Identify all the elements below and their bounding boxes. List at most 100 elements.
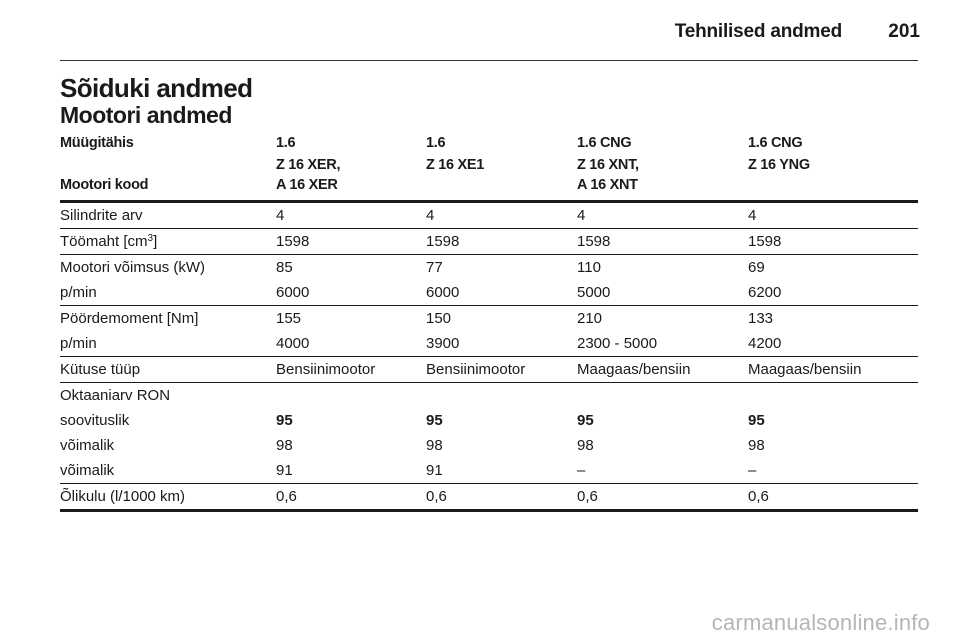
table-row: soovituslik 95 95 95 95 <box>60 408 918 433</box>
table-cell: 150 <box>426 310 452 327</box>
row-label-text: Töömaht [cm <box>60 233 148 250</box>
table-row: võimalik 98 98 98 98 <box>60 433 918 458</box>
header-cell-code-label: Mootori kood <box>60 177 149 193</box>
row-label: Töömaht [cm3] <box>60 233 157 251</box>
table-cell: 1598 <box>426 233 460 250</box>
table-cell: 1598 <box>276 233 310 250</box>
table-cell: 98 <box>276 437 293 454</box>
table-cell: 0,6 <box>276 488 297 505</box>
table-divider <box>60 254 918 255</box>
table-cell: 95 <box>577 412 594 429</box>
table-cell: – <box>748 462 757 479</box>
header-cell: 1.6 <box>276 135 296 151</box>
table-cell: 95 <box>748 412 765 429</box>
table-cell: 91 <box>276 462 293 479</box>
table-divider <box>60 228 918 229</box>
header-cell: A 16 XNT <box>577 177 638 193</box>
table-cell: 6000 <box>426 284 460 301</box>
table-cell: 98 <box>748 437 765 454</box>
table-cell: 95 <box>426 412 443 429</box>
table-cell: Maagaas/bensiin <box>577 361 691 378</box>
table-divider <box>60 305 918 306</box>
table-cell: 5000 <box>577 284 611 301</box>
row-label: Pöördemoment [Nm] <box>60 310 199 327</box>
table-header-code-row: Mootori kood Z 16 XER, A 16 XER Z 16 XE1… <box>60 154 918 200</box>
table-bottom-rule <box>60 509 918 512</box>
table-row: Oktaaniarv RON <box>60 383 918 408</box>
table-cell: 98 <box>426 437 443 454</box>
row-label: Silindrite arv <box>60 207 143 224</box>
table-row: Kütuse tüüp Bensiinimootor Bensiinimooto… <box>60 357 918 382</box>
table-row: Töömaht [cm3] 1598 1598 1598 1598 <box>60 229 918 254</box>
table-cell: 4 <box>276 207 285 224</box>
table-cell: 1598 <box>577 233 611 250</box>
row-label: p/min <box>60 335 97 352</box>
header-cell: Z 16 XNT, <box>577 157 639 173</box>
table-cell: 110 <box>577 259 601 276</box>
table-cell: 4 <box>748 207 757 224</box>
header-cell: 1.6 <box>426 135 446 151</box>
row-label: Õlikulu (l/1000 km) <box>60 488 186 505</box>
row-label: p/min <box>60 284 97 301</box>
table-cell: 0,6 <box>426 488 447 505</box>
header-cell: A 16 XER <box>276 177 338 193</box>
unit-superscript: 3 <box>147 233 154 244</box>
row-label: võimalik <box>60 437 115 454</box>
table-row: võimalik 91 91 – – <box>60 458 918 483</box>
table-cell: 69 <box>748 259 765 276</box>
table-row: Mootori võimsus (kW) 85 77 110 69 <box>60 255 918 280</box>
table-cell: 85 <box>276 259 293 276</box>
table-cell: 98 <box>577 437 594 454</box>
table-row: p/min 4000 3900 2300 - 5000 4200 <box>60 331 918 356</box>
engine-data-table: Müügitähis 1.6 1.6 1.6 CNG 1.6 CNG Mooto… <box>60 128 918 512</box>
table-cell: Maagaas/bensiin <box>748 361 862 378</box>
row-label: soovituslik <box>60 412 130 429</box>
table-divider <box>60 483 918 484</box>
table-row: Silindrite arv 4 4 4 4 <box>60 203 918 228</box>
table-cell: 91 <box>426 462 443 479</box>
table-cell: 0,6 <box>748 488 769 505</box>
page-header: Tehnilised andmed 201 <box>0 0 960 62</box>
header-cell-model-label: Müügitähis <box>60 135 134 151</box>
table-row: p/min 6000 6000 5000 6200 <box>60 280 918 305</box>
header-cell: 1.6 CNG <box>577 135 632 151</box>
table-row: Pöördemoment [Nm] 155 150 210 133 <box>60 306 918 331</box>
subsection-title: Mootori andmed <box>60 102 232 128</box>
row-label: Mootori võimsus (kW) <box>60 259 206 276</box>
table-divider <box>60 356 918 357</box>
section-title: Sõiduki andmed <box>60 73 253 103</box>
row-label: võimalik <box>60 462 115 479</box>
table-cell: 4 <box>426 207 435 224</box>
table-cell: 95 <box>276 412 293 429</box>
header-divider <box>60 60 918 61</box>
table-cell: 77 <box>426 259 443 276</box>
table-cell: 0,6 <box>577 488 598 505</box>
table-cell: 6000 <box>276 284 310 301</box>
table-cell: Bensiinimootor <box>426 361 526 378</box>
table-cell: 4 <box>577 207 586 224</box>
page-number: 201 <box>888 21 920 42</box>
row-label: Oktaaniarv RON <box>60 387 171 404</box>
table-cell: 2300 - 5000 <box>577 335 658 352</box>
watermark: carmanualsonline.info <box>711 610 930 635</box>
row-label: Kütuse tüüp <box>60 361 141 378</box>
table-divider <box>60 382 918 383</box>
table-row: Õlikulu (l/1000 km) 0,6 0,6 0,6 0,6 <box>60 484 918 509</box>
header-title: Tehnilised andmed <box>674 21 842 42</box>
row-label-end: ] <box>153 233 158 250</box>
header-cell: Z 16 XER, <box>276 157 341 173</box>
header-cell: Z 16 XE1 <box>426 157 485 173</box>
header-cell: 1.6 CNG <box>748 135 803 151</box>
table-cell: 4000 <box>276 335 310 352</box>
table-cell: 133 <box>748 310 774 327</box>
table-cell: 155 <box>276 310 302 327</box>
table-cell: 3900 <box>426 335 460 352</box>
table-cell: 210 <box>577 310 603 327</box>
table-cell: 1598 <box>748 233 782 250</box>
table-cell: 4200 <box>748 335 782 352</box>
table-header-model-row: Müügitähis 1.6 1.6 1.6 CNG 1.6 CNG <box>60 128 918 154</box>
table-cell: – <box>577 462 586 479</box>
table-cell: 6200 <box>748 284 782 301</box>
table-cell: Bensiinimootor <box>276 361 376 378</box>
header-cell: Z 16 YNG <box>748 157 810 173</box>
